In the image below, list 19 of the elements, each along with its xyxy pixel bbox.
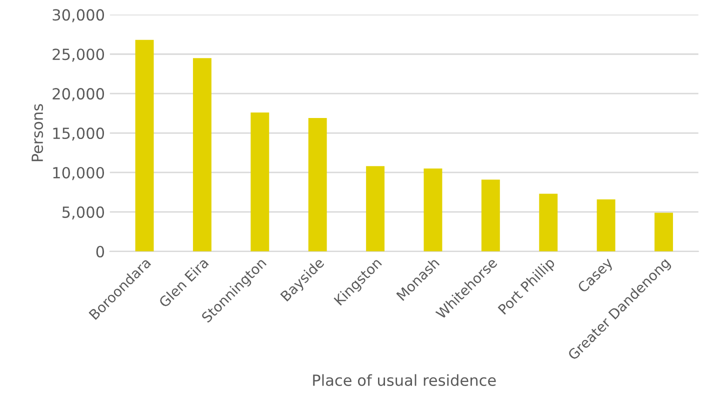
y-axis-title: Persons	[32, 104, 44, 162]
y-tick-label: 15,000	[53, 128, 104, 141]
bar	[135, 40, 154, 252]
bar	[539, 194, 558, 252]
y-tick-label: 5,000	[62, 206, 104, 220]
y-tick-label: 20,000	[52, 88, 104, 102]
y-tick-label: 30,000	[52, 9, 104, 22]
bar	[596, 199, 616, 252]
bar	[424, 168, 442, 252]
bar	[192, 58, 212, 252]
y-tick-label: 25,000	[52, 48, 104, 62]
x-axis-title: Place of usual residence	[313, 374, 496, 386]
bar	[481, 180, 500, 252]
bar	[250, 112, 270, 252]
bar	[366, 166, 385, 252]
y-tick-label: 0	[96, 246, 104, 258]
y-tick-label: 10,000	[53, 166, 104, 180]
bar	[308, 118, 327, 252]
bar	[654, 212, 673, 252]
